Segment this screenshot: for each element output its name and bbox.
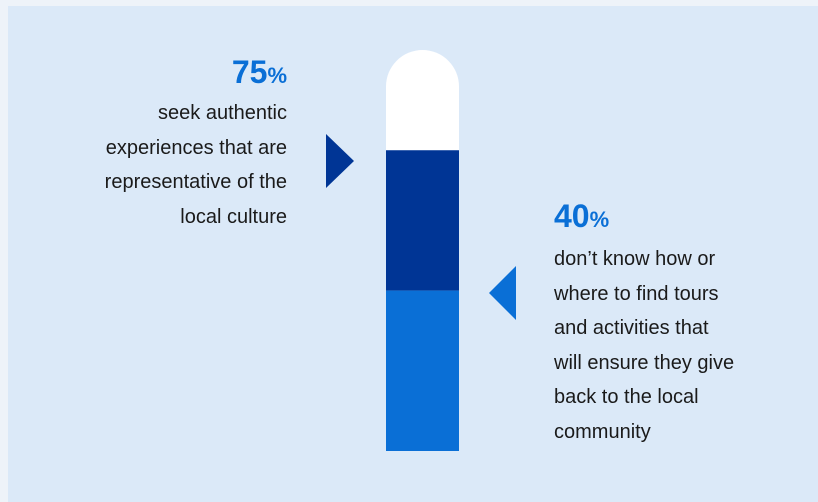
stat-b-line: back to the local: [554, 386, 699, 408]
stat-b-line: will ensure they give: [554, 351, 735, 374]
stat-b-line: where to find tours: [554, 282, 719, 305]
stat-a-line: seek authentic: [158, 102, 287, 124]
stat-b-description: don’t know how or where to find tours an…: [554, 242, 804, 449]
stat-a-line: representative of the: [104, 171, 287, 193]
stat-b-line: community: [554, 420, 651, 443]
stat-a-line: experiences that are: [105, 136, 287, 159]
pointer-40-icon: [489, 266, 516, 320]
callout-40: 40% don’t know how or where to find tour…: [554, 198, 804, 449]
stat-a-line: local culture: [180, 205, 287, 228]
bar-segment-75: [386, 150, 459, 291]
stat-a-description: seek authentic experiences that are repr…: [27, 96, 287, 234]
remainder-segment: [386, 50, 459, 151]
stat-b-line: and activities that: [554, 317, 709, 339]
callout-75: 75% seek authentic experiences that are …: [27, 54, 287, 234]
pointer-75-icon: [326, 134, 354, 188]
pointers: [326, 134, 516, 320]
bar-segment-40: [386, 290, 459, 451]
thermometer-bar: [386, 50, 459, 451]
stat-a-value: 75%: [231, 54, 287, 90]
stat-b-value: 40%: [554, 198, 610, 234]
stat-b-line: don’t know how or: [554, 248, 716, 270]
